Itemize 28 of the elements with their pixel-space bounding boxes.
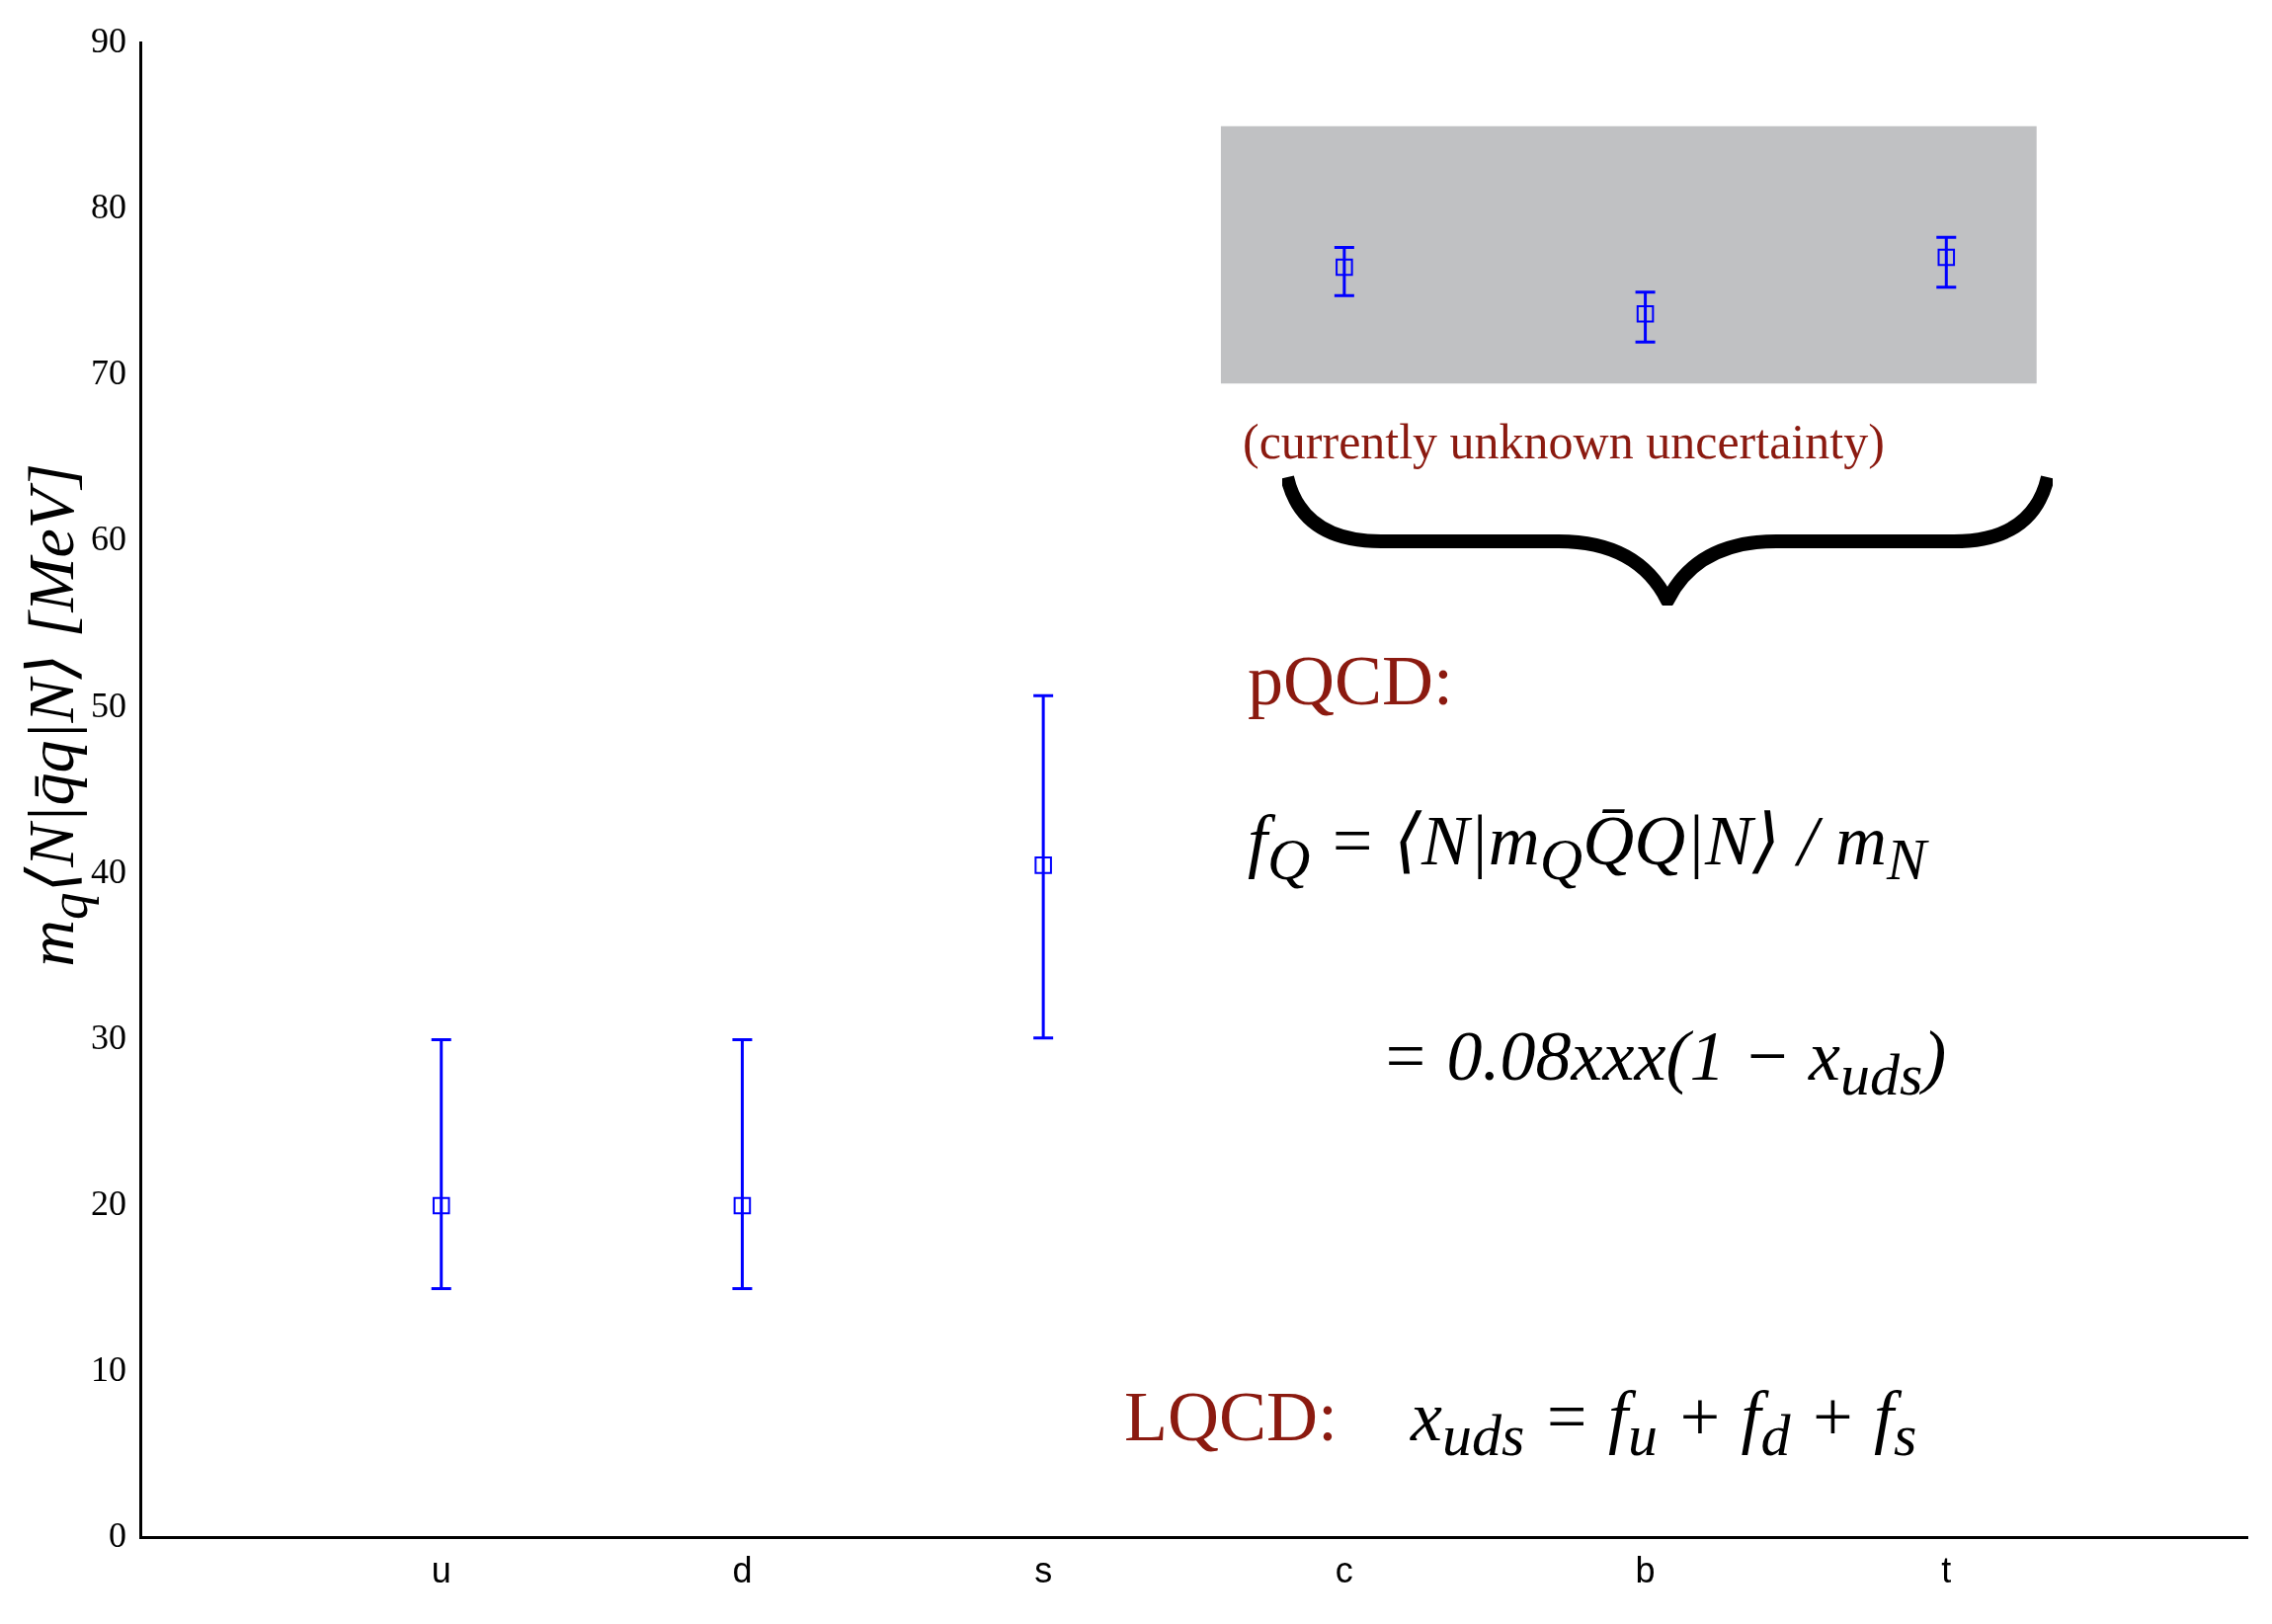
annotation: x$_{uds}$ = f$_{u}$ + f$_{d}$ + f$_{s}$ bbox=[1411, 1376, 1917, 1471]
y-tick-label: 30 bbox=[91, 1016, 126, 1057]
y-tick-label: 20 bbox=[91, 1182, 126, 1223]
x-tick-label: c bbox=[1335, 1550, 1353, 1591]
x-tick-label: u bbox=[431, 1550, 451, 1591]
y-tick-label: 90 bbox=[91, 21, 126, 61]
point bbox=[733, 1196, 752, 1215]
y-tick-label: 40 bbox=[91, 851, 126, 891]
y-tick-label: 60 bbox=[91, 519, 126, 559]
annotation: pQCD: bbox=[1248, 640, 1454, 722]
x-tick-label: b bbox=[1635, 1550, 1656, 1591]
x-tick-label: d bbox=[732, 1550, 753, 1591]
point bbox=[1336, 258, 1353, 277]
point bbox=[1034, 856, 1052, 874]
y-tick-label: 50 bbox=[91, 685, 126, 725]
point bbox=[432, 1196, 450, 1215]
band-label: (currently unknown uncertainty) bbox=[1243, 413, 1885, 470]
annotation: LQCD: bbox=[1124, 1376, 1338, 1458]
y-tick-label: 80 bbox=[91, 187, 126, 227]
point bbox=[1636, 304, 1655, 323]
y-tick-label: 70 bbox=[91, 353, 126, 393]
point bbox=[1937, 248, 1956, 267]
annotation: = 0.08xxx(1 − x$_{uds}$) bbox=[1381, 1015, 1947, 1110]
x-tick-label: t bbox=[1941, 1550, 1952, 1591]
y-tick-label: 0 bbox=[109, 1515, 126, 1556]
y-tick-label: 10 bbox=[91, 1349, 126, 1390]
x-tick-label: s bbox=[1034, 1550, 1053, 1591]
annotation: f$_{Q}$ = ⟨N|m$_{Q}$Q̄Q|N⟩ / m$_{N}$ bbox=[1248, 800, 1927, 895]
